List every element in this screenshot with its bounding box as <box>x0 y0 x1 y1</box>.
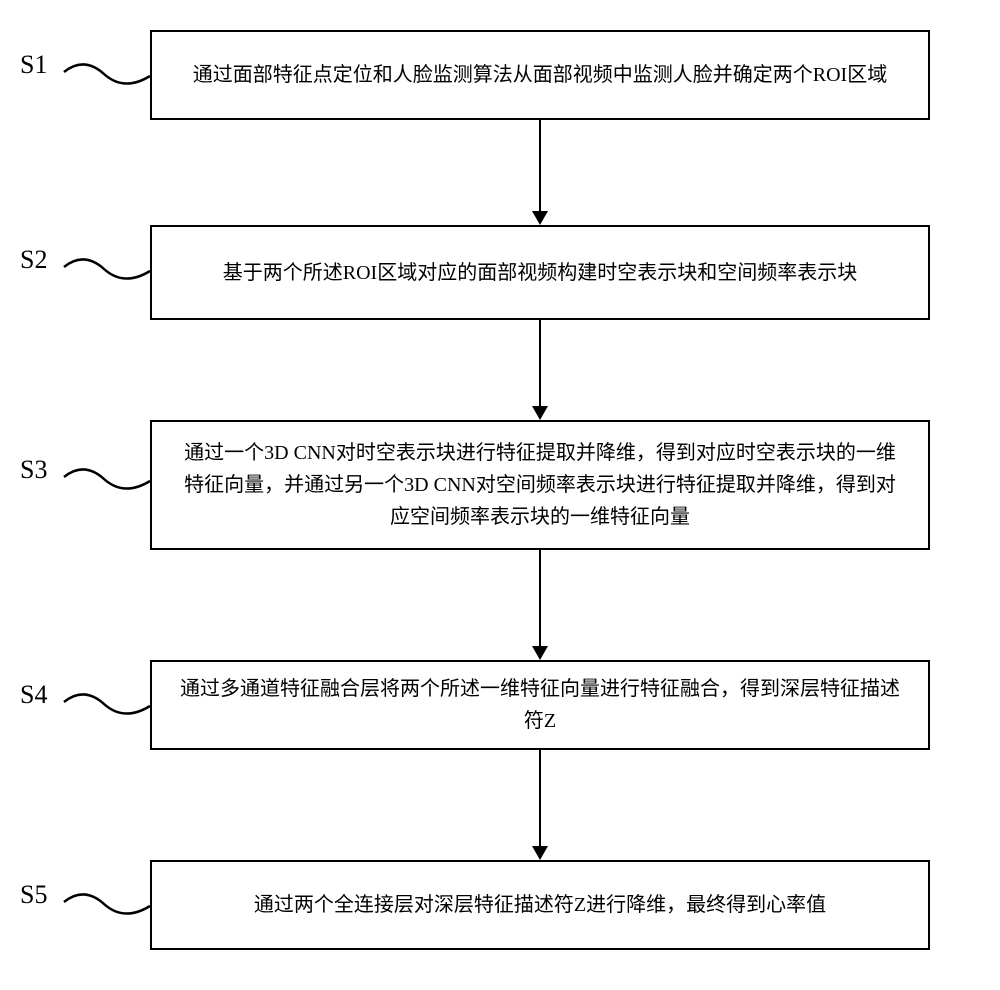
step-text: 通过一个3D CNN对时空表示块进行特征提取并降维，得到对应时空表示块的一维特征… <box>176 437 904 533</box>
step-label-s3: S3 <box>20 455 47 485</box>
arrow-line-2 <box>539 320 541 406</box>
connector-squiggle <box>62 467 152 497</box>
arrow-line-3 <box>539 550 541 646</box>
step-box-s2: 基于两个所述ROI区域对应的面部视频构建时空表示块和空间频率表示块 <box>150 225 930 320</box>
step-text: 通过面部特征点定位和人脸监测算法从面部视频中监测人脸并确定两个ROI区域 <box>193 59 887 91</box>
step-box-s4: 通过多通道特征融合层将两个所述一维特征向量进行特征融合，得到深层特征描述符Z <box>150 660 930 750</box>
arrow-head-3 <box>532 646 548 660</box>
flowchart-canvas: S1 通过面部特征点定位和人脸监测算法从面部视频中监测人脸并确定两个ROI区域 S2… <box>0 0 1000 990</box>
connector-squiggle <box>62 892 152 922</box>
step-text: 通过多通道特征融合层将两个所述一维特征向量进行特征融合，得到深层特征描述符Z <box>176 673 904 737</box>
step-label-s2: S2 <box>20 245 47 275</box>
connector-squiggle <box>62 257 152 287</box>
step-text: 通过两个全连接层对深层特征描述符Z进行降维，最终得到心率值 <box>254 889 826 921</box>
step-text: 基于两个所述ROI区域对应的面部视频构建时空表示块和空间频率表示块 <box>223 257 857 289</box>
arrow-head-4 <box>532 846 548 860</box>
step-label-s5: S5 <box>20 880 47 910</box>
step-box-s3: 通过一个3D CNN对时空表示块进行特征提取并降维，得到对应时空表示块的一维特征… <box>150 420 930 550</box>
arrow-line-4 <box>539 750 541 846</box>
step-box-s1: 通过面部特征点定位和人脸监测算法从面部视频中监测人脸并确定两个ROI区域 <box>150 30 930 120</box>
step-label-s4: S4 <box>20 680 47 710</box>
arrow-head-2 <box>532 406 548 420</box>
arrow-head-1 <box>532 211 548 225</box>
arrow-line-1 <box>539 120 541 211</box>
connector-squiggle <box>62 62 152 92</box>
connector-squiggle <box>62 692 152 722</box>
step-label-s1: S1 <box>20 50 47 80</box>
step-box-s5: 通过两个全连接层对深层特征描述符Z进行降维，最终得到心率值 <box>150 860 930 950</box>
